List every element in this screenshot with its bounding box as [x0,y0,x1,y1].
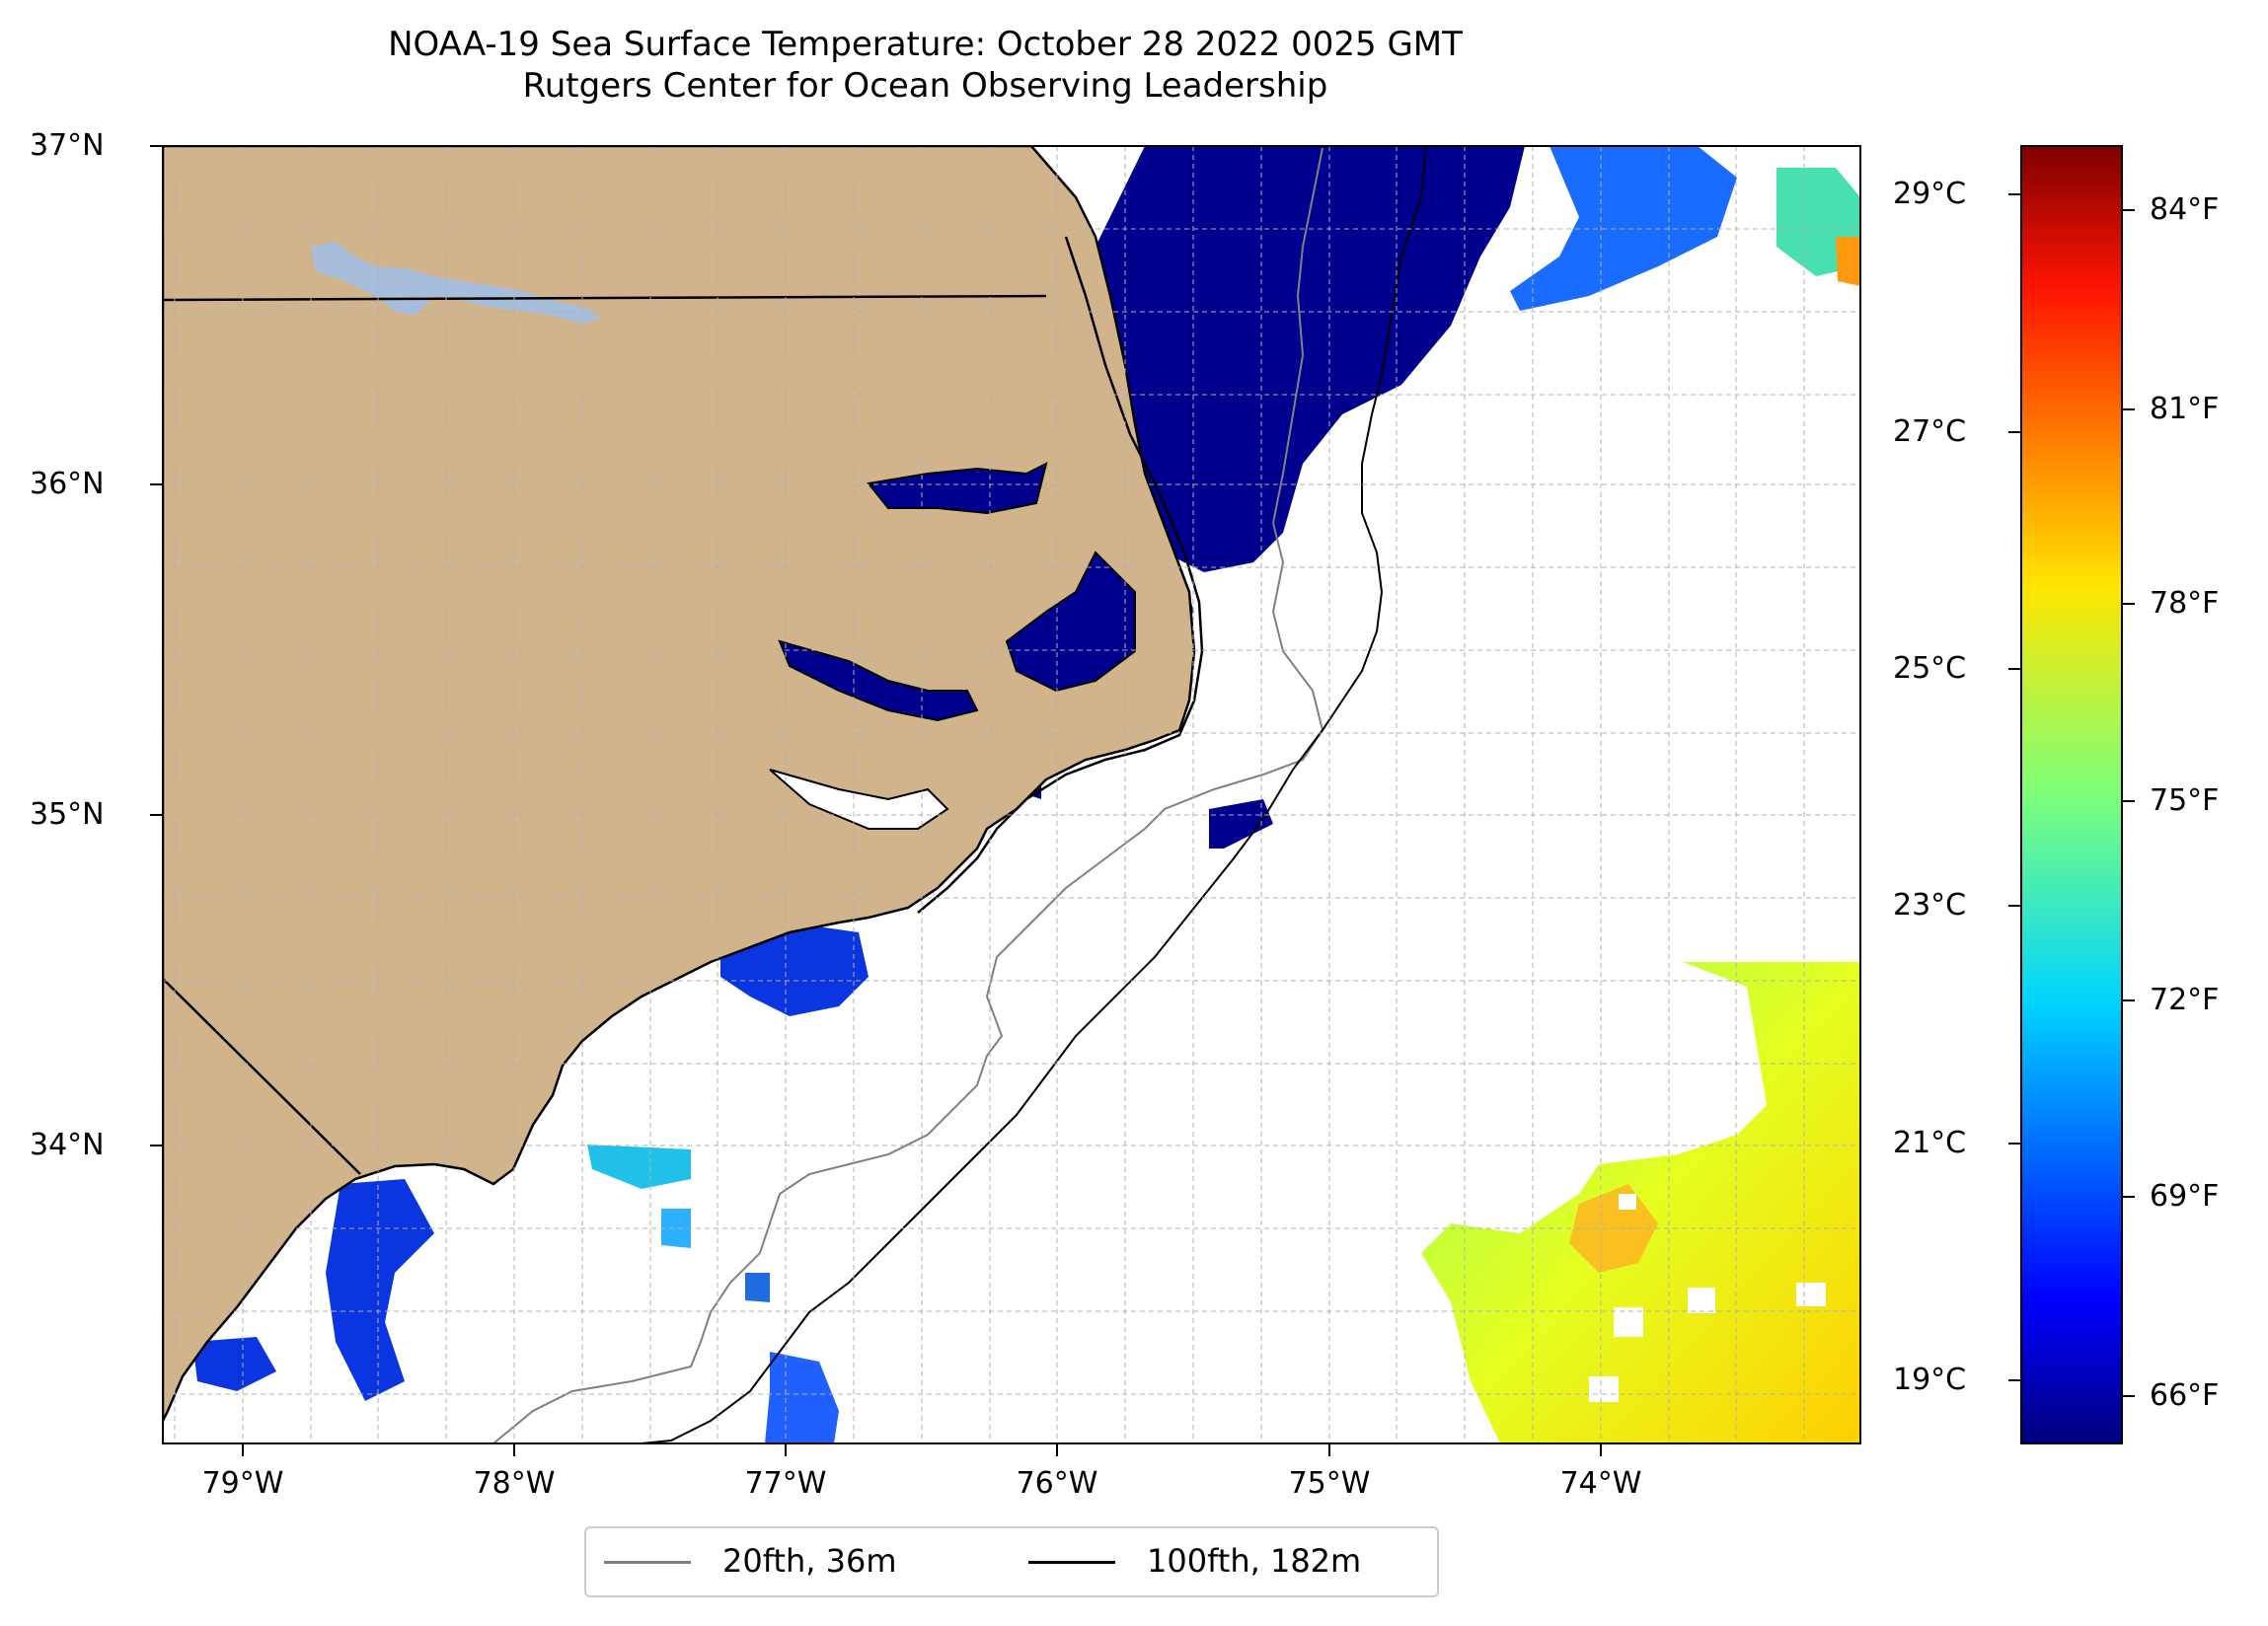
cold-water-region [1026,146,1525,572]
legend-line-black [1028,1561,1115,1564]
colorbar-ticks [2008,193,2135,1397]
lat-tick-label: 37°N [30,128,105,163]
lon-tick-label: 75°W [1288,1466,1371,1501]
colorbar-celsius-label: 21°C [1893,1126,1967,1160]
legend-label: 20fth, 36m [722,1542,897,1580]
offshore-patch [1209,799,1273,849]
colorbar-fahrenheit-label: 69°F [2150,1179,2220,1214]
colorbar [2020,145,2123,1444]
lat-tick-label: 35°N [30,797,105,832]
isobath-legend: 20fth, 36m 100fth, 182m [584,1526,1439,1597]
pamlico-river [769,769,949,830]
map-title: NOAA-19 Sea Surface Temperature: October… [388,25,1463,64]
coastal-patch [326,1179,434,1401]
albemarle-sound [867,462,1048,515]
lon-tick-label: 76°W [1016,1466,1098,1501]
colorbar-fahrenheit-label: 72°F [2150,983,2220,1017]
legend-line-gray [604,1561,691,1564]
outer-banks [917,236,1204,914]
coastal-patch [720,923,869,1016]
ne-orange-spot [1836,237,1860,286]
offshore-patch [587,1145,691,1189]
lon-tick-label: 74°W [1559,1466,1642,1501]
lat-tick-label: 36°N [30,467,105,501]
map-subtitle: Rutgers Center for Ocean Observing Leade… [522,66,1328,106]
colorbar-celsius-label: 19°C [1893,1363,1967,1397]
colorbar-fahrenheit-label: 81°F [2150,392,2220,426]
colorbar-celsius-label: 27°C [1893,414,1967,449]
kerr-lake [311,242,602,324]
coastal-patch [192,1337,276,1391]
lat-tick-label: 34°N [30,1128,105,1162]
offshore-patch [745,1273,770,1302]
nc-va-border [163,294,1047,302]
axis-ticks [150,145,1602,1456]
isobath-100fth [641,146,1427,1443]
lon-tick-label: 78°W [473,1466,556,1501]
nc-sc-border [163,978,361,1175]
colorbar-fahrenheit-label: 78°F [2150,586,2220,621]
grid-lines [163,146,1860,1443]
colorbar-celsius-label: 25°C [1893,651,1967,686]
neuse-river [778,639,979,722]
colorbar-fahrenheit-label: 75°F [2150,783,2220,818]
offshore-patch [661,1209,691,1248]
colorbar-fahrenheit-label: 66°F [2150,1378,2220,1413]
pamlico-sound [1005,551,1136,693]
colorbar-fahrenheit-label: 84°F [2150,192,2220,227]
isobath-20fth [492,147,1324,1443]
lon-tick-label: 77°W [744,1466,827,1501]
lon-tick-label: 79°W [201,1466,284,1501]
land-mass [163,146,1196,1422]
map-frame [162,145,1861,1444]
colorbar-celsius-label: 29°C [1893,177,1967,211]
offshore-patch [765,1352,839,1443]
colorbar-celsius-label: 23°C [1893,888,1967,923]
legend-label: 100fth, 182m [1147,1542,1362,1580]
